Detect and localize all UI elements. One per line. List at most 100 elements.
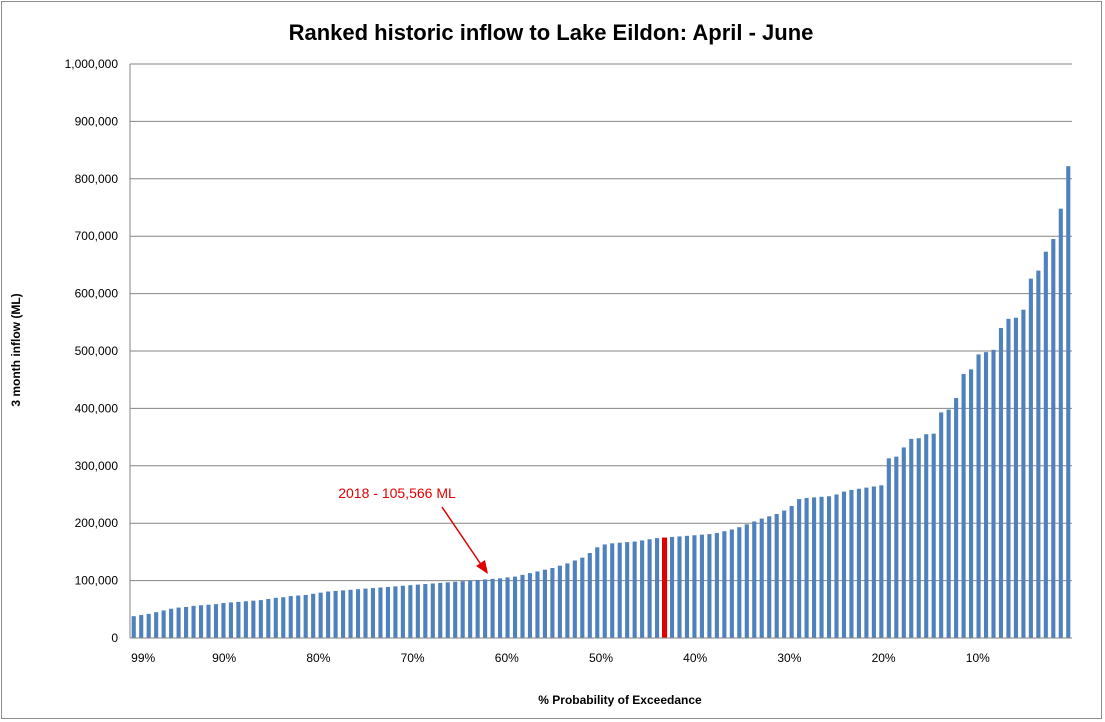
bar [834, 494, 839, 638]
bar [535, 571, 540, 638]
bar [184, 607, 189, 638]
bar [804, 497, 809, 638]
bar [924, 434, 929, 638]
bar [1028, 278, 1033, 638]
bar [498, 578, 503, 638]
bar [729, 529, 734, 638]
bar [572, 560, 577, 638]
bar [505, 577, 510, 638]
bar [714, 532, 719, 638]
y-tick-label: 300,000 [75, 459, 119, 473]
bar [617, 542, 622, 638]
bar [983, 352, 989, 638]
bar [1036, 270, 1041, 638]
bar [423, 584, 428, 638]
bar [191, 605, 196, 638]
bar [206, 604, 211, 638]
bar [288, 596, 293, 638]
x-tick-label: 50% [589, 651, 613, 665]
bar [692, 535, 697, 638]
bar [759, 518, 764, 638]
bar [886, 458, 891, 638]
bar [752, 521, 757, 638]
bar [550, 567, 555, 638]
bar [557, 565, 562, 638]
annotation-arrow-line [441, 506, 483, 567]
bar [363, 588, 368, 638]
bar [131, 616, 136, 638]
bar [520, 574, 525, 638]
bar [273, 597, 278, 638]
bar-series [131, 166, 1071, 638]
bar [221, 602, 226, 638]
bar [909, 438, 914, 638]
bar [901, 447, 906, 638]
bar [812, 497, 817, 638]
bar [258, 600, 263, 638]
y-tick-labels: 0 100,000 200,000 300,000 400,000 500,000 600,… [65, 57, 119, 645]
gridlines [129, 63, 1072, 638]
bar [303, 594, 308, 638]
annotation-arrow-head-icon [476, 560, 488, 574]
bar [236, 601, 241, 638]
bar [251, 600, 256, 638]
bar [430, 583, 435, 638]
bar [393, 586, 398, 638]
bar [954, 398, 959, 638]
bar [767, 516, 772, 638]
bar [341, 590, 346, 638]
bar [894, 456, 899, 638]
bar [737, 527, 742, 638]
bar [512, 576, 518, 638]
bar [370, 588, 376, 638]
bar [154, 612, 159, 638]
bar [699, 534, 704, 638]
bar [400, 585, 405, 638]
x-axis-label: % Probability of Exceedance [538, 693, 702, 707]
bar [139, 615, 144, 638]
bar [677, 536, 682, 638]
bar [580, 557, 585, 638]
bar [348, 589, 353, 638]
y-tick-label: 200,000 [75, 516, 119, 530]
bar [266, 598, 271, 638]
bar [527, 573, 533, 638]
y-tick-label: 800,000 [75, 172, 119, 186]
bar [1058, 208, 1063, 638]
y-tick-label: 500,000 [75, 344, 119, 358]
bar [146, 613, 151, 638]
y-tick-label: 600,000 [75, 287, 119, 301]
y-tick-label: 0 [111, 631, 118, 645]
bar [789, 505, 794, 638]
bar [169, 608, 174, 638]
y-tick-label: 700,000 [75, 229, 119, 243]
bar [453, 581, 458, 638]
bar [864, 487, 869, 638]
chart-title: Ranked historic inflow to Lake Eildon: A… [289, 20, 814, 45]
y-axis-label: 3 month inflow (ML) [9, 293, 23, 406]
bar [969, 369, 974, 638]
bar [647, 539, 652, 638]
bar [669, 536, 675, 638]
bar [445, 582, 450, 638]
bar [296, 595, 301, 638]
bar [490, 578, 495, 638]
bar [871, 486, 876, 638]
bar [587, 553, 592, 638]
bar [228, 602, 233, 638]
bar [438, 582, 443, 638]
x-tick-label: 60% [495, 651, 519, 665]
bar [468, 580, 473, 638]
bar [991, 349, 996, 638]
annotation-label: 2018 - 105,566 ML [338, 485, 456, 501]
bar [655, 538, 660, 638]
x-tick-labels: 99% 90% 80% 70% 60% 50% 40% 30% 20% 10% [131, 651, 990, 665]
bar [841, 491, 847, 638]
x-tick-label: 20% [872, 651, 896, 665]
bar [931, 433, 936, 638]
bar [408, 585, 413, 638]
x-tick-label: 99% [131, 651, 155, 665]
bar [782, 510, 787, 638]
bar [826, 496, 832, 638]
